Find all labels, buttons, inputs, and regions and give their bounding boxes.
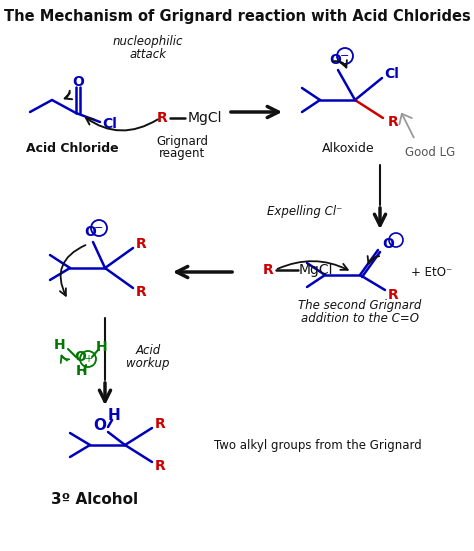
Text: nucleophilic: nucleophilic: [113, 35, 183, 48]
Text: −: −: [94, 223, 104, 233]
Text: R: R: [388, 115, 398, 129]
Text: R: R: [263, 263, 273, 277]
Text: R: R: [136, 285, 146, 299]
Text: Two alkyl groups from the Grignard: Two alkyl groups from the Grignard: [214, 439, 422, 451]
Text: H: H: [108, 408, 120, 424]
Text: O: O: [84, 225, 96, 239]
Text: O: O: [382, 237, 394, 251]
Text: Expelling Cl⁻: Expelling Cl⁻: [267, 206, 343, 219]
Text: R: R: [388, 288, 398, 302]
Text: + EtO⁻: + EtO⁻: [411, 266, 453, 278]
Text: R: R: [156, 111, 167, 125]
Text: R: R: [155, 459, 165, 473]
Text: R: R: [136, 237, 146, 251]
Text: attack: attack: [129, 47, 166, 61]
Text: MgCl: MgCl: [299, 263, 333, 277]
Text: O: O: [93, 418, 107, 433]
Text: R: R: [155, 417, 165, 431]
Text: addition to the C=O: addition to the C=O: [301, 311, 419, 325]
Text: Acid Chloride: Acid Chloride: [26, 142, 119, 154]
Text: H: H: [54, 338, 66, 352]
Text: Cl: Cl: [102, 117, 118, 131]
Text: H: H: [76, 364, 88, 378]
Text: −: −: [340, 51, 350, 61]
Text: 3º Alcohol: 3º Alcohol: [52, 493, 138, 507]
Text: Acid: Acid: [136, 343, 161, 356]
Text: O: O: [72, 75, 84, 89]
Text: +: +: [84, 354, 92, 364]
Text: The second Grignard: The second Grignard: [298, 299, 422, 311]
Text: O: O: [329, 53, 341, 67]
Text: Grignard: Grignard: [156, 136, 208, 149]
Text: MgCl: MgCl: [188, 111, 222, 125]
Text: Alkoxide: Alkoxide: [322, 142, 374, 154]
Text: O: O: [74, 350, 86, 364]
Text: workup: workup: [126, 356, 170, 370]
Text: Good LG: Good LG: [405, 145, 455, 159]
Text: Cl: Cl: [384, 67, 400, 81]
Text: reagent: reagent: [159, 148, 205, 160]
Text: The Mechanism of Grignard reaction with Acid Chlorides: The Mechanism of Grignard reaction with …: [4, 9, 470, 24]
Text: H: H: [96, 340, 108, 354]
